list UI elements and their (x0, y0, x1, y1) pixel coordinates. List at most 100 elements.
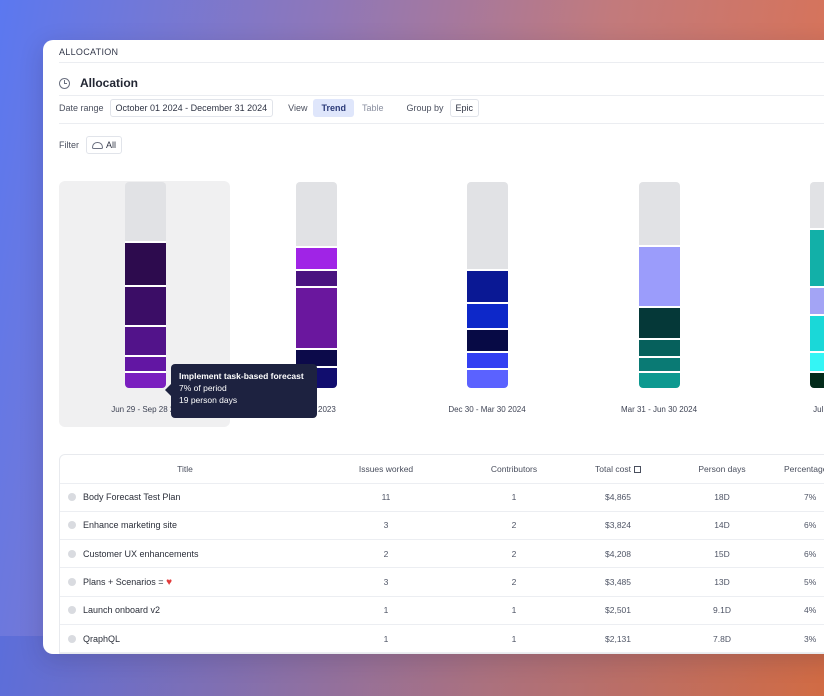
row-title: Enhance marketing site (83, 520, 178, 531)
date-range-label: Date range (59, 103, 104, 113)
bar-remaining-segment[interactable] (810, 182, 824, 230)
row-person-days: 14D (670, 511, 774, 541)
row-title-cell[interactable]: Body Forecast Test Plan (60, 483, 310, 512)
filter-row: Filter All (59, 136, 123, 154)
row-cost: $4,208 (566, 539, 670, 569)
row-issues: 3 (310, 511, 462, 541)
view-toggle: Trend Table (313, 99, 391, 117)
stacked-bar[interactable] (639, 182, 680, 388)
stacked-bar[interactable] (125, 182, 166, 388)
bar-epic-segment[interactable] (296, 270, 337, 289)
bar-epic-segment[interactable] (467, 352, 508, 371)
bar-epic-segment[interactable] (639, 247, 680, 308)
divider (59, 62, 824, 63)
bar-epic-segment[interactable] (296, 248, 337, 271)
table-row[interactable]: Launch onboard v2 1 1 $2,501 9.1D 4% (60, 596, 824, 625)
row-contributors: 1 (462, 624, 566, 653)
row-title-cell[interactable]: Plans + Scenarios = ♥ (60, 567, 310, 597)
bar-epic-segment[interactable] (810, 229, 824, 289)
status-dot-icon (68, 549, 76, 558)
bar-epic-segment[interactable] (810, 288, 824, 317)
bar-epic-segment[interactable] (639, 340, 680, 358)
table-row[interactable]: Enhance marketing site 3 2 $3,824 14D 6% (60, 511, 824, 541)
bar-epic-segment[interactable] (125, 372, 166, 388)
table-header-row: Title Issues worked Contributors Total c… (60, 455, 824, 484)
view-trend-button[interactable]: Trend (313, 99, 354, 117)
bar-epic-segment[interactable] (810, 372, 824, 388)
bar-remaining-segment[interactable] (639, 182, 680, 248)
row-percentage: 7% (774, 483, 824, 512)
bar-epic-segment[interactable] (639, 372, 680, 388)
header-total-cost[interactable]: Total cost (566, 455, 670, 484)
bar-epic-segment[interactable] (467, 330, 508, 353)
row-title-cell[interactable]: QraphQL (60, 624, 310, 653)
chart-tooltip: Implement task-based forecast 7% of peri… (165, 364, 317, 418)
row-person-days: 15D (670, 539, 774, 569)
bar-epic-segment[interactable] (810, 316, 824, 354)
header-percentage[interactable]: Percentage (tim (774, 455, 824, 484)
tooltip-percentage: 7% of period (179, 383, 227, 393)
title-row: Allocation (59, 76, 138, 90)
row-cost: $3,485 (566, 567, 670, 597)
table-row[interactable]: Plans + Scenarios = ♥ 3 2 $3,485 13D 5% (60, 567, 824, 597)
stacked-bar[interactable] (467, 182, 508, 388)
row-title: Launch onboard v2 (83, 605, 161, 616)
tooltip-title: Implement task-based forecast (179, 371, 304, 381)
bar-epic-segment[interactable] (125, 287, 166, 327)
row-cost: $3,824 (566, 511, 670, 541)
row-title-cell[interactable]: Customer UX enhancements (60, 539, 310, 569)
bar-epic-segment[interactable] (810, 353, 824, 373)
filter-all-button[interactable]: All (86, 136, 123, 154)
group-by-select[interactable]: Epic (449, 99, 480, 117)
header-issues-worked[interactable]: Issues worked (310, 455, 462, 484)
date-range-picker[interactable]: October 01 2024 - December 31 2024 (109, 99, 274, 117)
row-person-days: 13D (670, 567, 774, 597)
bar-remaining-segment[interactable] (125, 182, 166, 244)
bar-epic-segment[interactable] (639, 357, 680, 373)
bar-epic-segment[interactable] (467, 270, 508, 304)
stacked-bar[interactable] (296, 182, 337, 388)
bar-remaining-segment[interactable] (296, 182, 337, 249)
bar-epic-segment[interactable] (125, 357, 166, 373)
page-title: Allocation (80, 76, 139, 90)
row-cost: $2,501 (566, 596, 670, 625)
external-link-icon[interactable] (633, 465, 641, 473)
x-axis-label: Mar 31 - Jun 30 2024 (620, 405, 698, 414)
row-percentage: 6% (774, 511, 824, 541)
status-dot-icon (68, 606, 76, 615)
table-row[interactable]: QraphQL 1 1 $2,131 7.8D 3% (60, 624, 824, 653)
bar-epic-segment[interactable] (639, 307, 680, 341)
row-person-days: 18D (670, 483, 774, 512)
bar-epic-segment[interactable] (296, 288, 337, 351)
breadcrumb: ALLOCATION (59, 47, 119, 57)
row-contributors: 2 (462, 539, 566, 569)
view-table-button[interactable]: Table (362, 103, 384, 113)
bar-epic-segment[interactable] (467, 303, 508, 331)
row-issues: 1 (310, 596, 462, 625)
row-title-cell[interactable]: Enhance marketing site (60, 511, 310, 541)
header-contributors[interactable]: Contributors (462, 455, 566, 484)
header-title[interactable]: Title (60, 455, 310, 484)
stacked-bar[interactable] (810, 182, 824, 388)
cloud-icon (92, 141, 103, 149)
divider (59, 95, 824, 96)
header-person-days[interactable]: Person days (670, 455, 774, 484)
row-percentage: 6% (774, 539, 824, 569)
row-title-cell[interactable]: Launch onboard v2 (60, 596, 310, 625)
row-cost: $2,131 (566, 624, 670, 653)
row-issues: 3 (310, 567, 462, 597)
bar-epic-segment[interactable] (125, 243, 166, 288)
status-dot-icon (68, 521, 76, 530)
row-cost: $4,865 (566, 483, 670, 512)
bar-epic-segment[interactable] (125, 326, 166, 358)
row-contributors: 1 (462, 483, 566, 512)
view-label: View (288, 103, 308, 113)
status-dot-icon (68, 577, 76, 586)
table-row[interactable]: Body Forecast Test Plan 11 1 $4,865 18D 7% (60, 483, 824, 512)
row-contributors: 2 (462, 511, 566, 541)
bar-epic-segment[interactable] (467, 370, 508, 388)
table-row[interactable]: Customer UX enhancements 2 2 $4,208 15D 6% (60, 539, 824, 569)
bar-remaining-segment[interactable] (467, 182, 508, 271)
row-issues: 11 (310, 483, 462, 512)
allocation-table: Title Issues worked Contributors Total c… (59, 454, 824, 654)
